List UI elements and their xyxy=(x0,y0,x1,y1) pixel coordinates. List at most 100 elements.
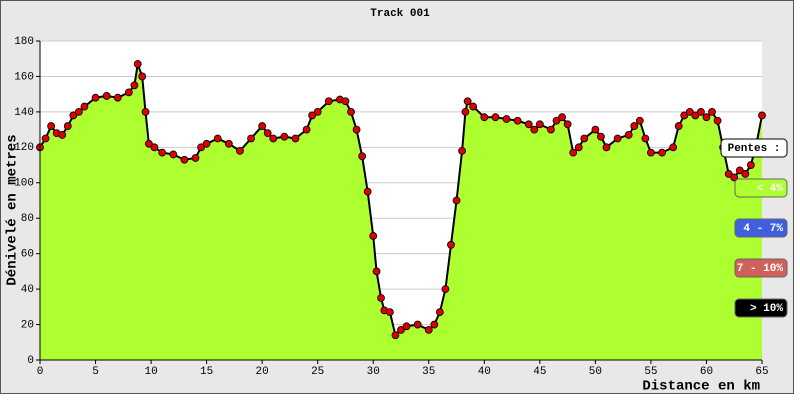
legend-title-box xyxy=(720,138,788,158)
point xyxy=(430,320,439,329)
point xyxy=(502,115,511,123)
x-tick-label: 20 xyxy=(256,366,269,378)
point xyxy=(424,325,433,334)
point xyxy=(280,132,289,141)
point xyxy=(324,97,333,106)
point xyxy=(302,125,311,134)
y-tick-label: 180 xyxy=(14,36,34,48)
x-tick-label: 45 xyxy=(533,366,546,378)
point xyxy=(469,102,478,111)
x-tick-label: 40 xyxy=(478,366,491,378)
legend-label: < 4% xyxy=(757,183,784,195)
x-axis-label: Distance en km xyxy=(642,379,760,395)
point xyxy=(113,93,122,102)
legend-title: Pentes : xyxy=(728,143,781,155)
point xyxy=(291,134,300,143)
point xyxy=(80,102,89,111)
y-tick-label: 60 xyxy=(21,249,34,261)
point xyxy=(602,143,611,152)
x-tick-label: 5 xyxy=(92,366,99,378)
point xyxy=(150,143,159,152)
x-tick-label: 65 xyxy=(755,366,768,378)
point xyxy=(624,131,633,139)
point xyxy=(385,308,394,317)
legend-label: > 10% xyxy=(750,303,783,315)
legend-label: 7 - 10% xyxy=(737,263,784,275)
point xyxy=(730,173,739,182)
point xyxy=(47,122,56,130)
point xyxy=(569,148,578,157)
point xyxy=(369,232,378,240)
point xyxy=(574,143,583,152)
point xyxy=(258,122,267,130)
point xyxy=(685,107,694,116)
point xyxy=(635,116,644,125)
point xyxy=(735,166,744,175)
point xyxy=(169,150,178,159)
y-tick-label: 140 xyxy=(14,107,34,119)
point xyxy=(224,139,233,148)
point xyxy=(197,143,205,152)
legend-swatch xyxy=(734,258,788,278)
x-tick-label: 25 xyxy=(311,366,324,378)
y-tick-label: 40 xyxy=(21,284,34,296)
point xyxy=(535,120,544,129)
point xyxy=(138,72,147,81)
y-axis-label: Dénivelé en metres xyxy=(5,134,21,285)
point xyxy=(413,320,422,329)
x-tick-label: 30 xyxy=(367,366,380,378)
point xyxy=(547,125,555,134)
point xyxy=(144,139,153,148)
point xyxy=(708,107,716,116)
point xyxy=(558,113,566,122)
point xyxy=(102,92,111,100)
x-tick-label: 55 xyxy=(644,366,657,378)
point xyxy=(641,134,650,143)
point xyxy=(491,113,500,122)
point xyxy=(263,129,272,138)
point xyxy=(158,148,167,157)
point xyxy=(377,294,385,302)
x-tick-label: 60 xyxy=(700,366,713,378)
point xyxy=(741,170,750,178)
point xyxy=(202,139,211,148)
point xyxy=(563,120,572,129)
point xyxy=(352,125,361,134)
point xyxy=(363,187,372,196)
x-tick-label: 0 xyxy=(37,366,44,378)
y-tick-label: 100 xyxy=(14,178,34,190)
point xyxy=(124,88,133,97)
point xyxy=(674,122,683,130)
point xyxy=(191,154,200,162)
point xyxy=(180,155,189,164)
area xyxy=(40,64,762,361)
point xyxy=(452,196,461,205)
point xyxy=(133,60,142,68)
legend-label: 4 - 7% xyxy=(743,223,783,235)
point xyxy=(658,148,666,157)
point xyxy=(480,113,489,122)
point xyxy=(458,146,466,155)
point xyxy=(58,131,67,139)
point xyxy=(580,134,589,143)
x-tick-label: 35 xyxy=(422,366,435,378)
point xyxy=(247,134,255,143)
point xyxy=(313,107,322,116)
point xyxy=(397,325,405,334)
point xyxy=(308,111,317,120)
legend-swatch xyxy=(734,178,788,198)
point xyxy=(463,97,472,106)
point xyxy=(702,113,711,122)
point xyxy=(141,107,150,116)
point xyxy=(91,93,100,102)
x-tick-label: 15 xyxy=(200,366,213,378)
point xyxy=(746,161,755,169)
point xyxy=(758,111,766,120)
point xyxy=(691,111,700,120)
point xyxy=(435,308,444,317)
point xyxy=(630,122,639,130)
point xyxy=(680,111,689,120)
point xyxy=(697,107,705,116)
point xyxy=(713,116,722,125)
